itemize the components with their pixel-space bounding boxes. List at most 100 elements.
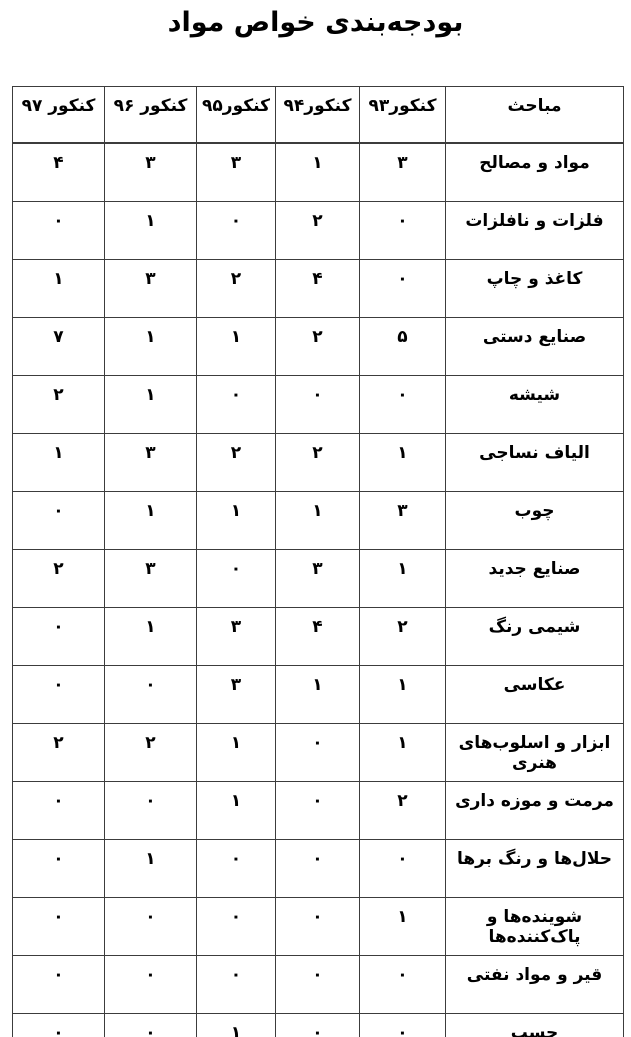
- value-cell: ۰: [359, 259, 446, 319]
- value-cell: ۳: [275, 549, 360, 609]
- topic-cell: الیاف نساجی: [445, 433, 624, 493]
- value-cell: ۱: [104, 317, 197, 377]
- value-cell: ۰: [275, 955, 360, 1015]
- value-cell: ۰: [359, 201, 446, 261]
- value-cell: ۱: [359, 549, 446, 609]
- value-cell: ۰: [12, 665, 105, 725]
- table-row: چسب ۰ ۰ ۱ ۰ ۰: [12, 1013, 624, 1037]
- header-konkur-94: کنکور۹۴: [275, 86, 360, 145]
- value-cell: ۰: [359, 375, 446, 435]
- value-cell: ۱: [104, 607, 197, 667]
- topic-cell: صنایع دستی: [445, 317, 624, 377]
- value-cell: ۱: [359, 723, 446, 783]
- budget-table: مباحث کنکور۹۳ کنکور۹۴ کنکور۹۵ کنکور ۹۶ ک…: [12, 86, 624, 1037]
- value-cell: ۲: [12, 723, 105, 783]
- value-cell: ۰: [196, 897, 276, 957]
- value-cell: ۰: [12, 781, 105, 841]
- topic-cell: مواد و مصالح: [445, 142, 624, 203]
- table-row: شیمی رنگ ۲ ۴ ۳ ۱ ۰: [12, 607, 624, 667]
- topic-cell: عکاسی: [445, 665, 624, 725]
- table-row: الیاف نساجی ۱ ۲ ۲ ۳ ۱: [12, 433, 624, 493]
- header-konkur-93: کنکور۹۳: [359, 86, 446, 145]
- topic-cell: مرمت و موزه داری: [445, 781, 624, 841]
- table-row: حلال‌ها و رنگ برها ۰ ۰ ۰ ۱ ۰: [12, 839, 624, 899]
- value-cell: ۲: [12, 549, 105, 609]
- value-cell: ۲: [275, 201, 360, 261]
- topic-cell: چوب: [445, 491, 624, 551]
- value-cell: ۱: [359, 665, 446, 725]
- value-cell: ۰: [275, 839, 360, 899]
- value-cell: ۱: [12, 259, 105, 319]
- value-cell: ۰: [196, 955, 276, 1015]
- header-konkur-97: کنکور ۹۷: [12, 86, 105, 145]
- value-cell: ۰: [275, 723, 360, 783]
- value-cell: ۰: [12, 1013, 105, 1037]
- topic-cell: ابزار و اسلوب‌های هنری: [445, 723, 624, 783]
- table-body: مواد و مصالح ۳ ۱ ۳ ۳ ۴ فلزات و نافلزات ۰ ۲ ۰ ۱ ۰ کاغ…: [12, 142, 624, 1037]
- value-cell: ۲: [359, 781, 446, 841]
- value-cell: ۳: [104, 433, 197, 493]
- topic-cell: فلزات و نافلزات: [445, 201, 624, 261]
- value-cell: ۰: [104, 665, 197, 725]
- table-row: قیر و مواد نفتی ۰ ۰ ۰ ۰ ۰: [12, 955, 624, 1015]
- value-cell: ۰: [275, 897, 360, 957]
- value-cell: ۰: [196, 549, 276, 609]
- value-cell: ۱: [104, 201, 197, 261]
- value-cell: ۲: [275, 433, 360, 493]
- value-cell: ۱: [12, 433, 105, 493]
- value-cell: ۰: [12, 955, 105, 1015]
- value-cell: ۰: [12, 897, 105, 957]
- table-row: کاغذ و چاپ ۰ ۴ ۲ ۳ ۱: [12, 259, 624, 319]
- topic-cell: چسب: [445, 1013, 624, 1037]
- table-row: شوینده‌ها و پاک‌کننده‌ها ۱ ۰ ۰ ۰ ۰: [12, 897, 624, 957]
- table-row: صنایع جدید ۱ ۳ ۰ ۳ ۲: [12, 549, 624, 609]
- value-cell: ۰: [12, 201, 105, 261]
- value-cell: ۳: [359, 491, 446, 551]
- value-cell: ۰: [104, 897, 197, 957]
- table-row: مواد و مصالح ۳ ۱ ۳ ۳ ۴: [12, 142, 624, 203]
- value-cell: ۰: [359, 1013, 446, 1037]
- value-cell: ۰: [275, 781, 360, 841]
- value-cell: ۱: [104, 491, 197, 551]
- value-cell: ۰: [359, 955, 446, 1015]
- value-cell: ۰: [359, 839, 446, 899]
- page-title: بودجه‌بندی خواص مواد: [167, 7, 464, 38]
- value-cell: ۱: [104, 839, 197, 899]
- table-row: ابزار و اسلوب‌های هنری ۱ ۰ ۱ ۲ ۲: [12, 723, 624, 783]
- table-row: مرمت و موزه داری ۲ ۰ ۱ ۰ ۰: [12, 781, 624, 841]
- value-cell: ۳: [196, 142, 276, 203]
- value-cell: ۵: [359, 317, 446, 377]
- value-cell: ۱: [359, 433, 446, 493]
- value-cell: ۰: [196, 839, 276, 899]
- topic-cell: قیر و مواد نفتی: [445, 955, 624, 1015]
- value-cell: ۲: [196, 433, 276, 493]
- value-cell: ۱: [196, 781, 276, 841]
- table-row: صنایع دستی ۵ ۲ ۱ ۱ ۷: [12, 317, 624, 377]
- value-cell: ۳: [196, 607, 276, 667]
- value-cell: ۲: [196, 259, 276, 319]
- value-cell: ۲: [359, 607, 446, 667]
- header-konkur-95: کنکور۹۵: [196, 86, 276, 145]
- topic-cell: شوینده‌ها و پاک‌کننده‌ها: [445, 897, 624, 957]
- value-cell: ۲: [275, 317, 360, 377]
- topic-cell: صنایع جدید: [445, 549, 624, 609]
- value-cell: ۱: [196, 1013, 276, 1037]
- value-cell: ۱: [104, 375, 197, 435]
- value-cell: ۰: [196, 201, 276, 261]
- value-cell: ۰: [12, 491, 105, 551]
- value-cell: ۰: [104, 781, 197, 841]
- value-cell: ۲: [104, 723, 197, 783]
- value-cell: ۰: [196, 375, 276, 435]
- value-cell: ۷: [12, 317, 105, 377]
- header-konkur-96: کنکور ۹۶: [104, 86, 197, 145]
- table-row: فلزات و نافلزات ۰ ۲ ۰ ۱ ۰: [12, 201, 624, 261]
- value-cell: ۳: [359, 142, 446, 203]
- topic-cell: شیمی رنگ: [445, 607, 624, 667]
- table-row: شیشه ۰ ۰ ۰ ۱ ۲: [12, 375, 624, 435]
- table-row: عکاسی ۱ ۱ ۳ ۰ ۰: [12, 665, 624, 725]
- value-cell: ۱: [196, 491, 276, 551]
- value-cell: ۰: [275, 375, 360, 435]
- value-cell: ۱: [196, 317, 276, 377]
- table-header: مباحث کنکور۹۳ کنکور۹۴ کنکور۹۵ کنکور ۹۶ ک…: [12, 86, 624, 145]
